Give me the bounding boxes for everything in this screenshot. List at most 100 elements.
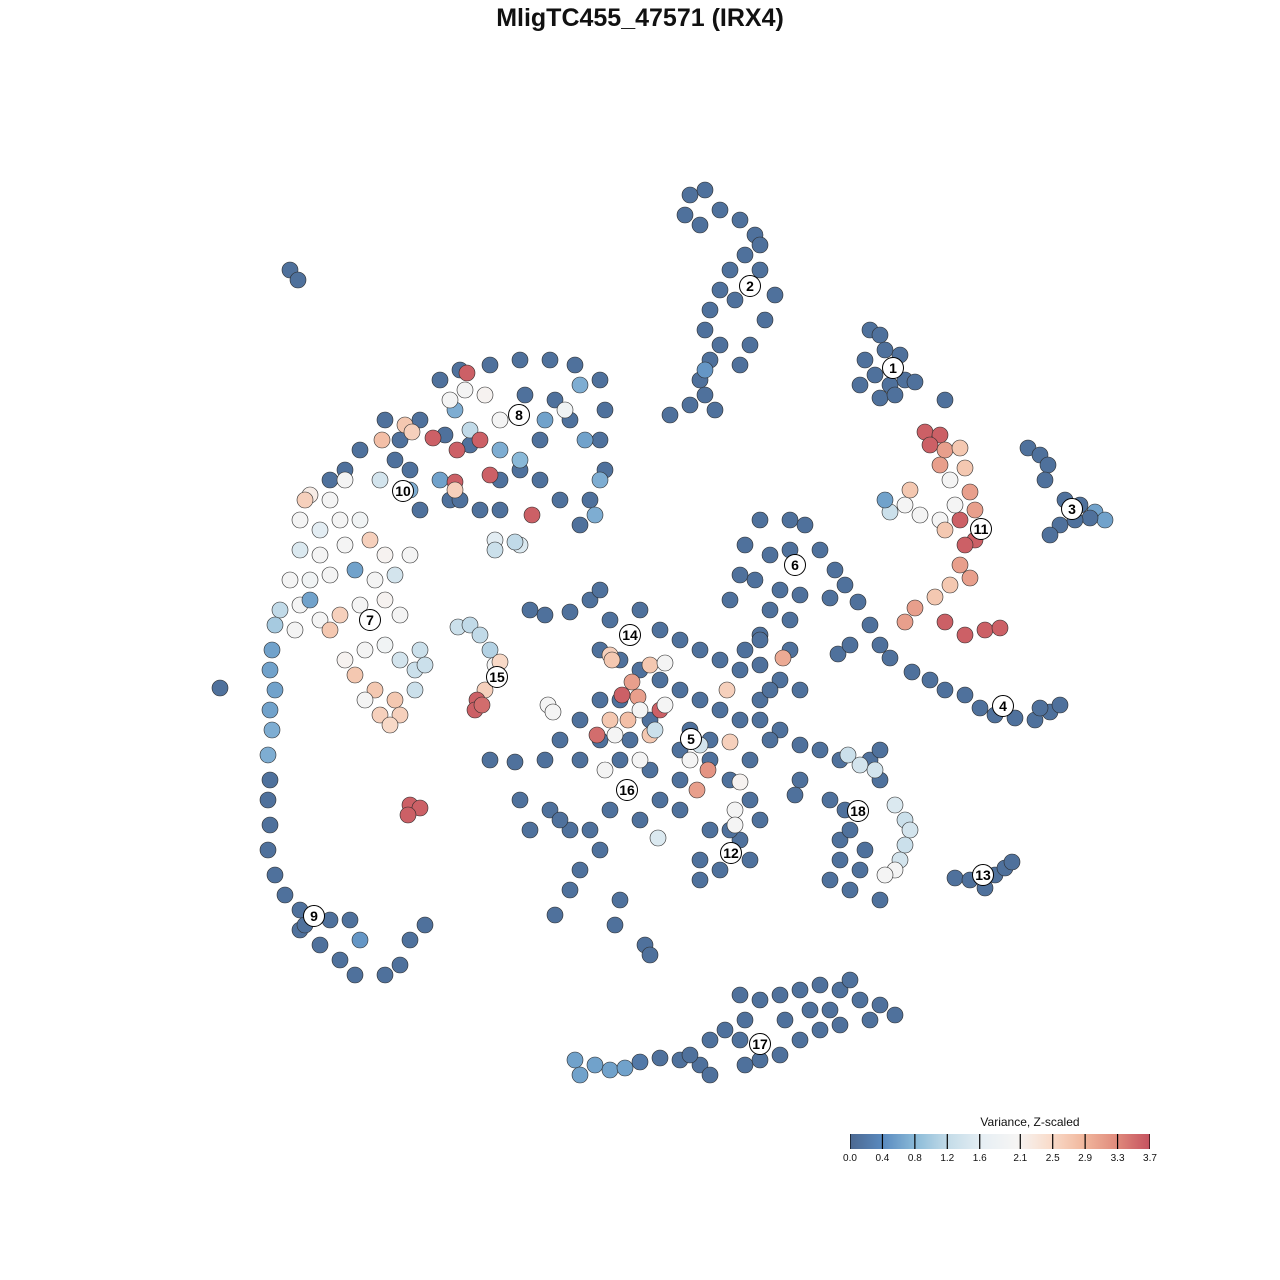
- data-point: [536, 751, 554, 769]
- data-point: [849, 593, 867, 611]
- data-point: [471, 626, 489, 644]
- data-point: [376, 591, 394, 609]
- data-point: [711, 336, 729, 354]
- data-point: [536, 606, 554, 624]
- data-point: [546, 906, 564, 924]
- data-point: [936, 613, 954, 631]
- cluster-label-text: 17: [752, 1036, 768, 1052]
- cluster-label-text: 3: [1068, 501, 1076, 517]
- cluster-label-badge: [882, 357, 904, 379]
- data-point: [586, 506, 604, 524]
- data-point: [591, 471, 609, 489]
- data-point: [971, 699, 989, 717]
- data-point: [871, 389, 889, 407]
- data-point: [871, 326, 889, 344]
- data-point: [448, 441, 466, 459]
- data-point: [581, 821, 599, 839]
- colorbar-tick-label: 2.5: [1045, 1153, 1060, 1164]
- data-point: [446, 481, 464, 499]
- data-point: [261, 771, 279, 789]
- data-point: [331, 606, 349, 624]
- data-point: [621, 731, 639, 749]
- data-point: [631, 811, 649, 829]
- data-point: [856, 841, 874, 859]
- data-point: [696, 321, 714, 339]
- data-point: [631, 701, 649, 719]
- data-point: [681, 186, 699, 204]
- data-point: [321, 471, 339, 489]
- cluster-label-text: 15: [489, 669, 505, 685]
- data-point: [346, 966, 364, 984]
- data-point: [651, 671, 669, 689]
- data-point: [591, 841, 609, 859]
- data-point: [716, 1021, 734, 1039]
- data-point: [351, 596, 369, 614]
- cluster-label-badge: [303, 905, 325, 927]
- data-point: [516, 386, 534, 404]
- data-point: [623, 673, 641, 691]
- data-point: [311, 546, 329, 564]
- data-point: [721, 591, 739, 609]
- data-point: [424, 429, 442, 447]
- data-point: [671, 801, 689, 819]
- cluster-label: 9: [303, 905, 325, 927]
- cluster-label-badge: [1061, 498, 1083, 520]
- data-point: [259, 791, 277, 809]
- data-point: [696, 361, 714, 379]
- data-point: [936, 521, 954, 539]
- data-point: [961, 483, 979, 501]
- data-point: [266, 681, 284, 699]
- data-point: [676, 206, 694, 224]
- data-point: [1096, 511, 1114, 529]
- data-point: [856, 351, 874, 369]
- data-point: [766, 286, 784, 304]
- data-point: [751, 811, 769, 829]
- data-point: [931, 426, 949, 444]
- data-point: [696, 181, 714, 199]
- data-point: [591, 581, 609, 599]
- data-point: [951, 556, 969, 574]
- data-point: [831, 851, 849, 869]
- data-point: [351, 511, 369, 529]
- data-point: [751, 991, 769, 1009]
- data-point: [791, 981, 809, 999]
- data-point: [561, 881, 579, 899]
- data-point: [511, 451, 529, 469]
- colorbar-tick-label: 0.0: [843, 1153, 857, 1164]
- data-point: [401, 461, 419, 479]
- data-point: [711, 701, 729, 719]
- data-point: [376, 636, 394, 654]
- data-point: [701, 821, 719, 839]
- data-point: [386, 451, 404, 469]
- data-point: [361, 531, 379, 549]
- cluster-label-badge: [616, 779, 638, 801]
- data-point: [706, 401, 724, 419]
- data-point: [311, 936, 329, 954]
- data-point: [896, 613, 914, 631]
- data-point: [631, 601, 649, 619]
- data-point: [691, 216, 709, 234]
- data-point: [1031, 699, 1049, 717]
- data-point: [796, 516, 814, 534]
- data-point: [851, 376, 869, 394]
- cluster-label: 17: [749, 1033, 771, 1055]
- data-point: [1003, 853, 1021, 871]
- data-point: [373, 431, 391, 449]
- data-point: [401, 546, 419, 564]
- cluster-label-text: 10: [395, 483, 411, 499]
- data-point: [781, 611, 799, 629]
- data-point: [1051, 516, 1069, 534]
- data-point: [276, 886, 294, 904]
- data-point: [416, 656, 434, 674]
- data-point: [741, 751, 759, 769]
- cluster-label: 5: [680, 728, 702, 750]
- data-point: [701, 301, 719, 319]
- data-point: [556, 401, 574, 419]
- data-point: [1081, 509, 1099, 527]
- data-point: [346, 666, 364, 684]
- data-point: [336, 651, 354, 669]
- data-point: [861, 616, 879, 634]
- data-point: [351, 931, 369, 949]
- data-point: [551, 491, 569, 509]
- data-point: [756, 311, 774, 329]
